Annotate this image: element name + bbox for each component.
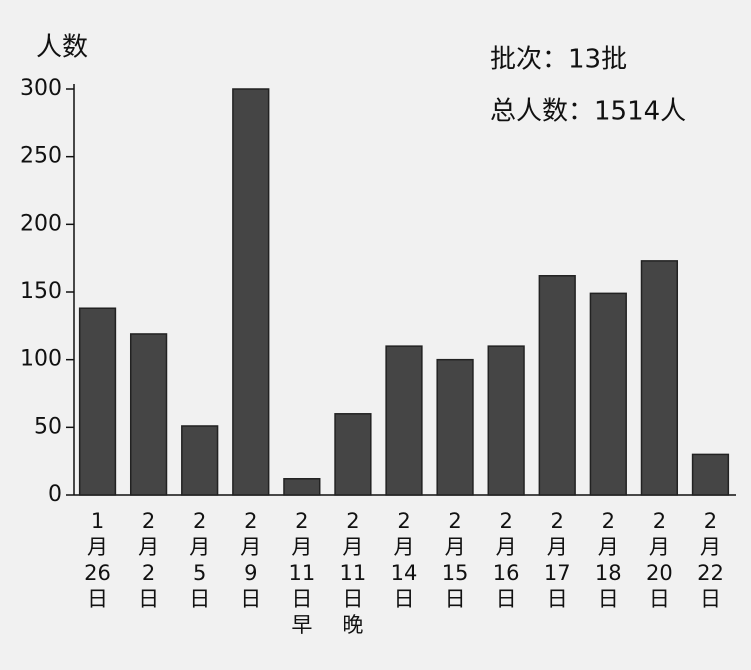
x-tick-label: 2月20日 [646, 509, 673, 611]
bar [589, 292, 627, 496]
annotation: 总人数：1514人 [490, 97, 686, 127]
annotation: 批次：13批 [490, 45, 627, 75]
x-tick-label: 2月16日 [492, 509, 520, 611]
x-tick-label: 2月11日早 [288, 509, 316, 637]
y-tick-label: 0 [48, 482, 62, 507]
x-tick-label: 2月9日 [240, 509, 262, 611]
x-tick-label: 2月5日 [189, 509, 211, 611]
y-tick-label: 200 [20, 211, 62, 236]
bar [283, 478, 321, 496]
bar [129, 333, 168, 496]
y-tick-label: 300 [20, 76, 62, 101]
bar [232, 88, 270, 496]
x-tick-label: 2月2日 [138, 509, 160, 611]
x-tick-label: 2月14日 [390, 509, 418, 611]
x-tick-label: 1月26日 [84, 509, 111, 611]
y-axis-label: 人数 [36, 33, 88, 63]
x-tick-label: 2月22日 [697, 509, 724, 611]
x-tick-label: 2月18日 [594, 509, 622, 611]
y-tick-label: 100 [20, 347, 62, 372]
bar [538, 275, 576, 496]
x-tick-label: 2月11日晚 [339, 509, 367, 637]
bar [181, 425, 219, 496]
bar [436, 358, 474, 496]
bar [385, 345, 423, 496]
bar [334, 413, 372, 496]
bar [78, 307, 117, 496]
bar [640, 260, 679, 496]
x-tick-label: 2月17日 [543, 509, 571, 611]
bar [691, 453, 730, 496]
bar [487, 345, 525, 496]
y-tick-label: 150 [20, 279, 62, 304]
x-tick-label: 2月15日 [441, 509, 469, 611]
y-tick-label: 250 [20, 144, 62, 169]
y-tick-label: 50 [34, 414, 62, 439]
